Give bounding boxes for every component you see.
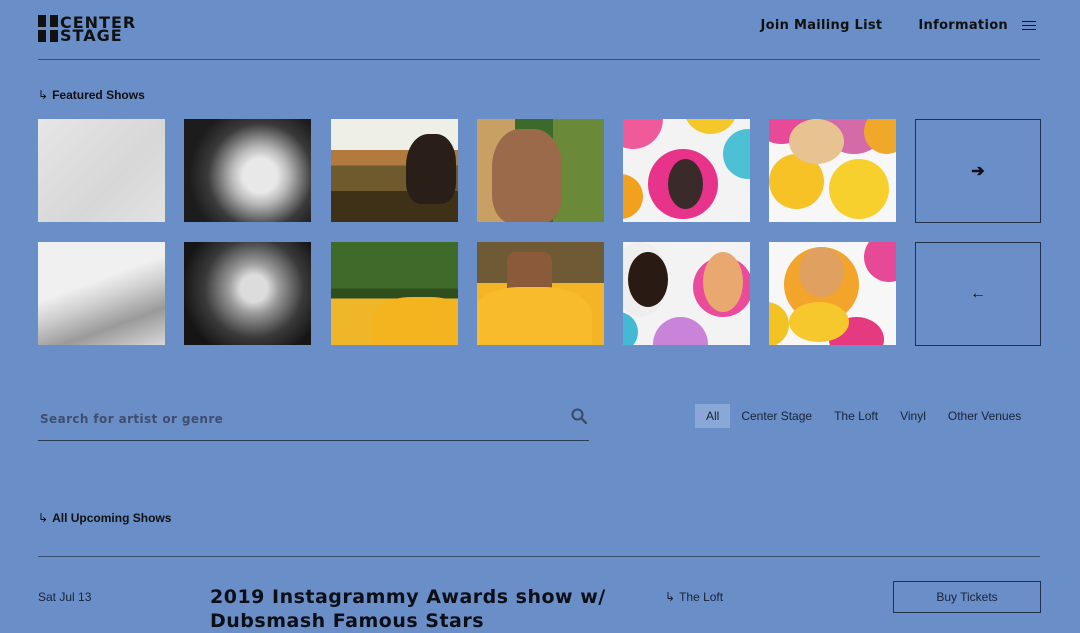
- show-thumbnail[interactable]: [623, 242, 750, 345]
- return-arrow-icon: ↳: [38, 511, 49, 525]
- arrow-right-icon: ➔: [971, 163, 985, 180]
- logo-text: CENTER STAGE: [60, 12, 137, 45]
- featured-shows-label: ↳ Featured Shows: [38, 88, 145, 102]
- search-input[interactable]: [38, 406, 562, 432]
- logo-line1: CENTER: [60, 12, 137, 32]
- show-thumbnail[interactable]: [769, 242, 896, 345]
- join-mailing-list-link[interactable]: Join Mailing List: [760, 18, 883, 33]
- arrow-left-icon: ←: [970, 285, 986, 302]
- show-thumbnail[interactable]: [769, 119, 896, 222]
- event-date: Sat Jul 13: [38, 590, 92, 604]
- logo-line2: STAGE: [60, 25, 123, 45]
- upcoming-shows-title: All Upcoming Shows: [52, 511, 172, 525]
- show-thumbnail[interactable]: [38, 242, 165, 345]
- show-thumbnail[interactable]: [331, 242, 458, 345]
- upcoming-divider: [38, 556, 1040, 557]
- show-thumbnail[interactable]: [623, 119, 750, 222]
- search-icon[interactable]: [571, 408, 587, 424]
- event-venue: The Loft: [679, 590, 724, 604]
- filter-vinyl[interactable]: Vinyl: [900, 409, 926, 423]
- show-thumbnail[interactable]: [184, 119, 311, 222]
- logo[interactable]: CENTER STAGE: [38, 12, 137, 45]
- buy-tickets-button[interactable]: Buy Tickets: [893, 581, 1041, 613]
- show-thumbnail[interactable]: [477, 119, 604, 222]
- event-title[interactable]: 2019 Instagrammy Awards show w/ Dubsmash…: [210, 586, 606, 632]
- information-link[interactable]: Information: [918, 18, 1008, 33]
- featured-shows-title: Featured Shows: [52, 88, 145, 102]
- top-nav: Join Mailing List Information: [760, 18, 1036, 33]
- prev-arrow-button[interactable]: ←: [915, 242, 1041, 346]
- filter-other-venues[interactable]: Other Venues: [947, 409, 1022, 423]
- next-arrow-button[interactable]: ➔: [915, 119, 1041, 223]
- search-bar: [38, 400, 589, 441]
- return-arrow-icon: ↳: [665, 590, 676, 604]
- logo-mark: [38, 15, 58, 42]
- filter-the-loft[interactable]: The Loft: [834, 409, 879, 423]
- show-thumbnail[interactable]: [331, 119, 458, 222]
- event-venue-link[interactable]: ↳ The Loft: [665, 590, 723, 604]
- hamburger-menu-icon[interactable]: [1022, 20, 1036, 31]
- show-thumbnail[interactable]: [477, 242, 604, 345]
- show-thumbnail[interactable]: [184, 242, 311, 345]
- filter-center-stage[interactable]: Center Stage: [741, 409, 813, 423]
- venue-filter-bar: All Center Stage The Loft Vinyl Other Ve…: [695, 404, 1032, 428]
- information-menu[interactable]: Information: [918, 18, 1036, 33]
- show-thumbnail[interactable]: [38, 119, 165, 222]
- filter-all[interactable]: All: [695, 404, 731, 428]
- return-arrow-icon: ↳: [38, 88, 49, 102]
- upcoming-shows-label: ↳ All Upcoming Shows: [38, 511, 171, 525]
- header-divider: [38, 59, 1040, 60]
